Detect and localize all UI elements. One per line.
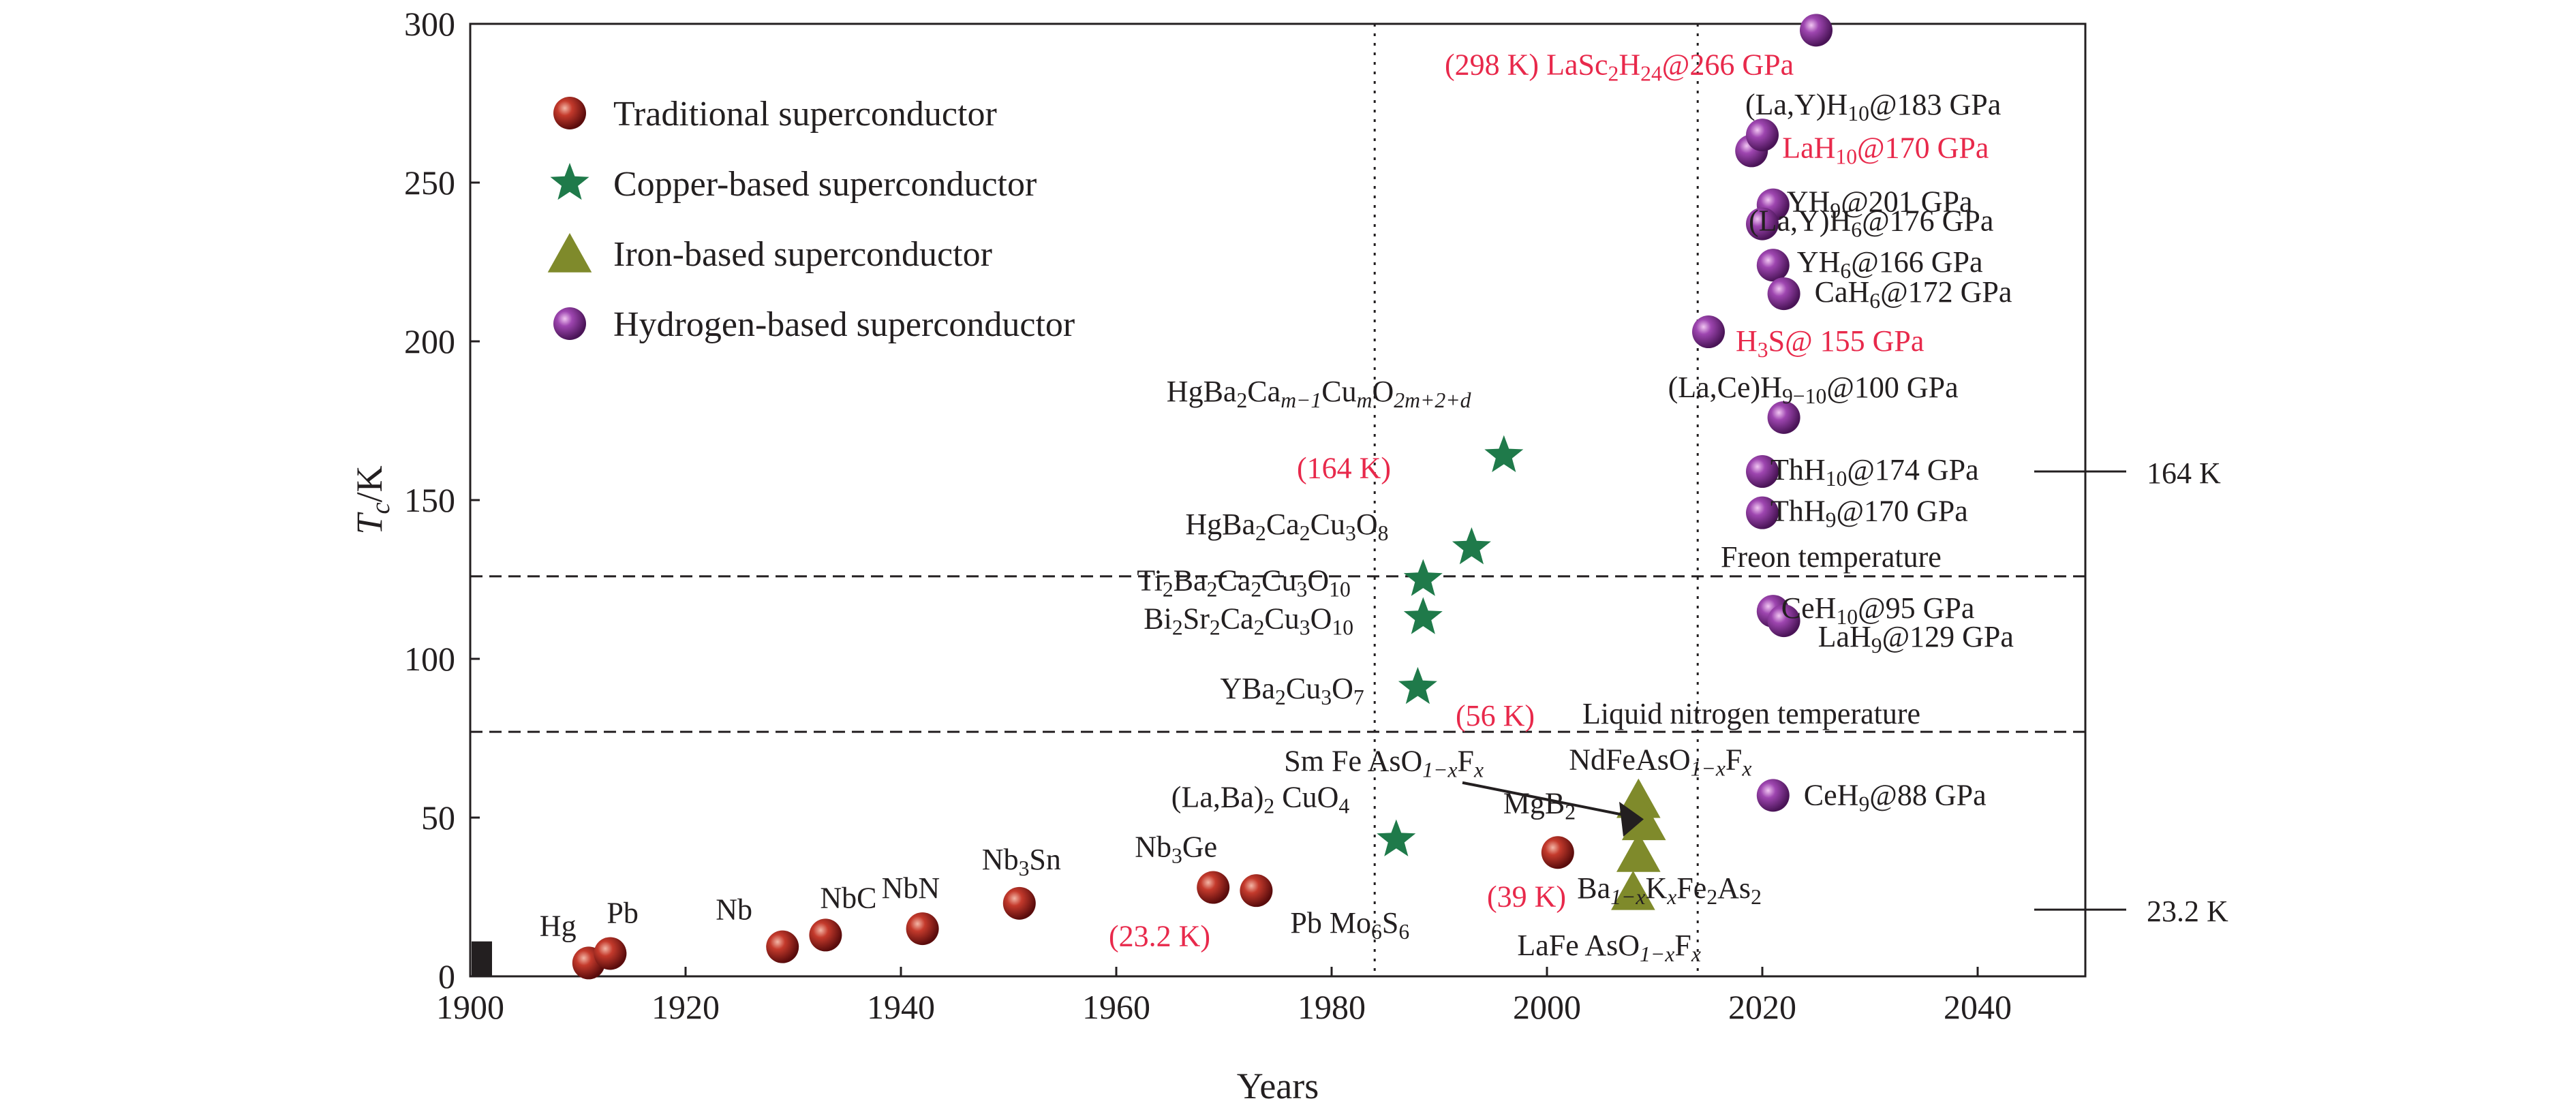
legend-marker-hydrogen — [553, 307, 586, 340]
x-tick-label: 1980 — [1298, 988, 1366, 1026]
y-axis-title: Tc/K — [349, 465, 395, 534]
legend-label-copper: Copper-based superconductor — [613, 165, 1037, 204]
legend-label-iron: Iron-based superconductor — [613, 235, 992, 274]
hydrogen-point-13 — [1800, 14, 1833, 47]
side-marker-label-0: 164 K — [2147, 456, 2221, 490]
hydrogen-label-10: CeH10@95 GPa — [1781, 591, 1975, 629]
hydrogen-label-6: CaH6@172 GPa — [1815, 275, 2012, 313]
copper-point-4 — [1452, 527, 1491, 565]
hydrogen-point-2 — [1746, 119, 1779, 152]
hydrogen-label-8: ThH10@174 GPa — [1770, 453, 1979, 491]
hydrogen-point-12 — [1756, 779, 1790, 812]
x-tick-label: 2020 — [1728, 988, 1796, 1026]
hydrogen-point-5 — [1756, 249, 1790, 282]
traditional-label-4: NbN — [882, 871, 940, 905]
legend-label-hydrogen: Hydrogen-based superconductor — [613, 305, 1075, 344]
hydrogen-label-12: CeH9@88 GPa — [1804, 778, 1987, 816]
x-tick-label: 1940 — [867, 988, 935, 1026]
traditional-point-5 — [1002, 886, 1036, 920]
hydrogen-point-4 — [1746, 207, 1779, 241]
traditional-point-4 — [906, 912, 939, 946]
x-tick-label: 2040 — [1944, 988, 2012, 1026]
annotation-1: (164 K) — [1297, 451, 1391, 484]
iron-point-0 — [1611, 870, 1655, 910]
hydrogen-label-2: (La,Y)H10@183 GPa — [1745, 88, 2001, 125]
y-tick-label: 50 — [421, 799, 455, 837]
legend-marker-iron — [547, 233, 592, 273]
hydrogen-point-9 — [1746, 496, 1779, 529]
traditional-point-8 — [1541, 836, 1574, 869]
annotation-2: (56 K) — [1456, 699, 1535, 732]
copper-label-5: HgBa2Cam−1CumO2m+2+d — [1167, 375, 1471, 412]
iron-label-1: Ba1−xKxFe2As2 — [1577, 871, 1762, 909]
hydrogen-point-8 — [1746, 455, 1779, 489]
hydrogen-label-0: H3S@ 155 GPa — [1736, 324, 1924, 362]
copper-point-3 — [1403, 559, 1443, 596]
traditional-point-2 — [766, 930, 799, 963]
traditional-label-0: Hg — [540, 909, 577, 942]
legend-label-traditional: Traditional superconductor — [613, 95, 997, 134]
y-tick-label: 250 — [404, 164, 455, 202]
legend-marker-traditional — [553, 97, 586, 129]
annotation-0: (23.2 K) — [1109, 920, 1210, 953]
x-tick-label: 2000 — [1513, 988, 1581, 1026]
x-tick-label: 1960 — [1082, 988, 1150, 1026]
hydrogen-point-0 — [1692, 315, 1725, 349]
reference-line-label-0: Freon temperature — [1721, 540, 1942, 574]
hydrogen-point-6 — [1767, 277, 1800, 311]
copper-point-0 — [1377, 819, 1416, 856]
copper-label-1: YBa2Cu3O7 — [1220, 672, 1364, 709]
annotation-3: (39 K) — [1487, 880, 1566, 913]
copper-label-4: HgBa2Ca2Cu3O8 — [1185, 508, 1388, 545]
traditional-label-2: Nb — [716, 893, 752, 927]
traditional-point-7 — [1240, 874, 1273, 908]
copper-label-0: (La,Ba)2 CuO4 — [1171, 781, 1350, 818]
legend-marker-copper — [550, 163, 589, 200]
hydrogen-point-11 — [1767, 604, 1800, 638]
hydrogen-label-11: LaH9@129 GPa — [1818, 620, 2014, 657]
hydrogen-label-7: (La,Ce)H9−10@100 GPa — [1668, 371, 1959, 408]
reference-line-label-1: Liquid nitrogen temperature — [1582, 697, 1920, 730]
traditional-label-3: NbC — [820, 881, 876, 914]
arrow-head — [1619, 801, 1644, 837]
traditional-point-1 — [594, 937, 627, 970]
copper-point-5 — [1484, 435, 1524, 472]
x-tick-label: 1900 — [436, 988, 504, 1026]
y-tick-label: 150 — [404, 481, 455, 519]
arrow-line — [1462, 781, 1638, 819]
copper-label-2: Bi2Sr2Ca2Cu3O10 — [1144, 602, 1353, 639]
iron-label-0: LaFe AsO1−xFx — [1517, 929, 1700, 966]
traditional-label-5: Nb3Sn — [982, 843, 1061, 880]
hydrogen-label-1: LaH10@170 GPa — [1782, 131, 1989, 168]
traditional-point-6 — [1197, 871, 1230, 904]
side-marker-label-1: 23.2 K — [2147, 895, 2228, 928]
iron-label-2: Sm Fe AsO1−xFx — [1284, 745, 1484, 782]
copper-label-3: Ti2Ba2Ca2Cu3O10 — [1137, 564, 1351, 602]
origin-marker — [472, 941, 492, 976]
hydrogen-label-9: ThH9@170 GPa — [1770, 495, 1968, 532]
x-axis-title: Years — [1237, 1066, 1319, 1106]
hydrogen-label-13: (298 K) LaSc2H24@266 GPa — [1445, 48, 1794, 85]
traditional-label-7: Pb Mo6S6 — [1290, 906, 1409, 944]
hydrogen-label-4: (La,Y)H6@176 GPa — [1749, 204, 1993, 242]
hydrogen-point-7 — [1767, 401, 1800, 434]
copper-point-1 — [1398, 666, 1437, 704]
y-tick-label: 200 — [404, 322, 455, 360]
traditional-label-6: Nb3Ge — [1135, 831, 1217, 868]
hydrogen-label-5: YH6@166 GPa — [1797, 245, 1983, 283]
copper-point-2 — [1403, 597, 1443, 634]
traditional-point-3 — [809, 918, 842, 952]
x-tick-label: 1920 — [651, 988, 720, 1026]
y-tick-label: 0 — [438, 957, 455, 995]
iron-point-3 — [1621, 801, 1666, 841]
iron-label-3: NdFeAsO1−xFx — [1569, 743, 1751, 780]
hydrogen-label-3: YH9@201 GPa — [1787, 185, 1973, 223]
y-tick-label: 100 — [404, 640, 455, 678]
iron-point-1 — [1616, 832, 1661, 872]
y-tick-label: 300 — [404, 5, 455, 43]
traditional-label-1: Pb — [607, 896, 638, 929]
